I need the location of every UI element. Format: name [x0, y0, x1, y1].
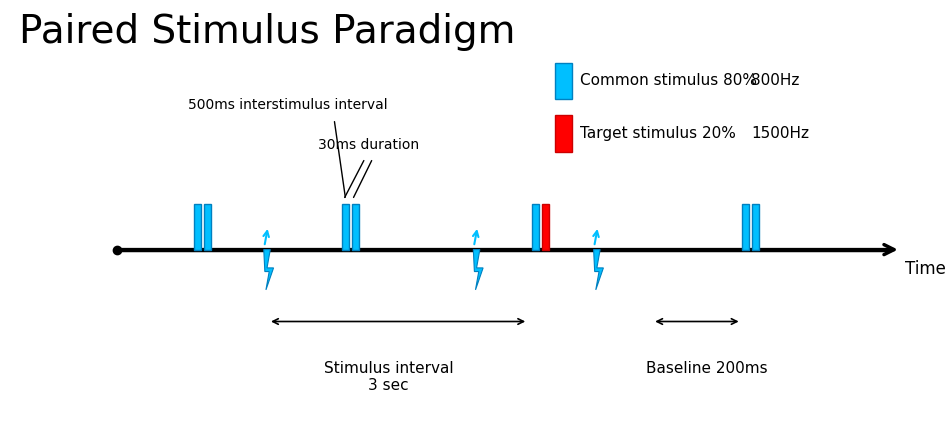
Text: 1500Hz: 1500Hz: [751, 126, 809, 141]
Text: 500ms interstimulus interval: 500ms interstimulus interval: [187, 99, 387, 112]
Bar: [352, 204, 359, 250]
Text: Baseline 200ms: Baseline 200ms: [646, 361, 767, 376]
Text: 800Hz: 800Hz: [751, 73, 799, 89]
Bar: [204, 204, 211, 250]
Text: Stimulus interval
3 sec: Stimulus interval 3 sec: [323, 361, 454, 393]
Bar: [742, 204, 748, 250]
Text: Target stimulus 20%: Target stimulus 20%: [580, 126, 736, 141]
Bar: [555, 115, 573, 151]
Polygon shape: [263, 250, 274, 290]
Bar: [194, 204, 202, 250]
Bar: [532, 204, 539, 250]
Text: 30ms duration: 30ms duration: [319, 138, 419, 151]
Text: Common stimulus 80%: Common stimulus 80%: [580, 73, 757, 89]
Text: Time: Time: [904, 260, 945, 278]
Bar: [542, 204, 549, 250]
Bar: [751, 204, 759, 250]
Bar: [555, 62, 573, 99]
Polygon shape: [474, 250, 483, 290]
Text: Paired Stimulus Paradigm: Paired Stimulus Paradigm: [19, 13, 515, 51]
Polygon shape: [593, 250, 603, 290]
Bar: [341, 204, 349, 250]
